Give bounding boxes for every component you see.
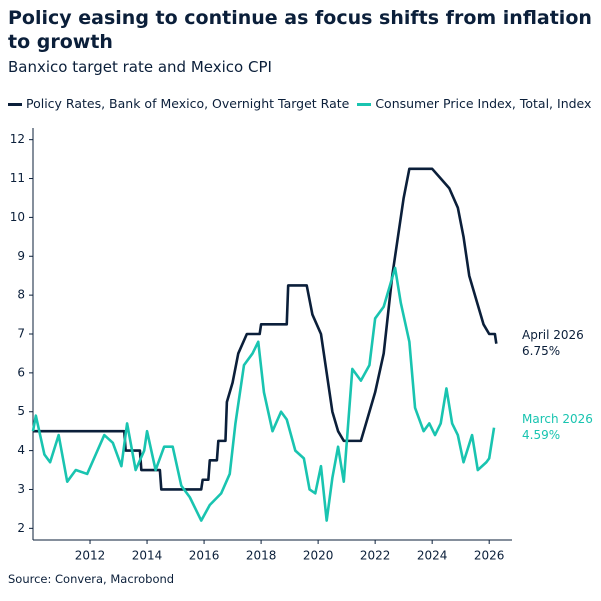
legend-label: Consumer Price Index, Total, Index [375, 96, 592, 111]
x-tick-label: 2026 [474, 549, 505, 563]
annotation: 6.75% [522, 344, 560, 358]
chart: 2 3 4 5 6 7 8 9 10 11 12 2012 2014 2016 2018 2020 2022 20… [10, 128, 593, 563]
y-tick-label: 11 [10, 171, 25, 185]
series-line [33, 167, 498, 491]
series-line [31, 266, 496, 522]
y-tick-label: 10 [10, 210, 25, 224]
legend-item: Policy Rates, Bank of Mexico, Overnight … [8, 96, 349, 111]
y-tick-label: 12 [10, 132, 25, 146]
y-tick-label: 7 [17, 327, 25, 341]
chart-title: Policy easing to continue as focus shift… [8, 7, 592, 53]
annotation: March 2026 [522, 412, 593, 426]
annotation: 4.59% [522, 428, 560, 442]
x-tick-label: 2016 [189, 549, 220, 563]
y-tick-label: 6 [17, 365, 25, 379]
y-tick-label: 8 [17, 288, 25, 302]
x-tick-label: 2012 [75, 549, 106, 563]
y-tick-label: 5 [17, 404, 25, 418]
y-tick-label: 4 [17, 443, 25, 457]
legend: Policy Rates, Bank of Mexico, Overnight … [8, 96, 599, 111]
x-tick-label: 2024 [417, 549, 448, 563]
legend-swatch [8, 103, 22, 106]
legend-label: Policy Rates, Bank of Mexico, Overnight … [26, 96, 350, 111]
y-tick-label: 9 [17, 249, 25, 263]
source: Source: Convera, Macrobond [8, 572, 175, 586]
x-tick-label: 2022 [360, 549, 391, 563]
y-tick-label: 2 [17, 521, 25, 535]
annotation: April 2026 [522, 328, 584, 342]
y-tick-label: 3 [17, 482, 25, 496]
x-tick-label: 2020 [303, 549, 334, 563]
legend-item: Consumer Price Index, Total, Index [357, 96, 591, 111]
x-tick-label: 2014 [132, 549, 163, 563]
x-tick-label: 2018 [246, 549, 277, 563]
chart-subtitle: Banxico target rate and Mexico CPI [8, 58, 272, 76]
legend-swatch [357, 103, 372, 106]
